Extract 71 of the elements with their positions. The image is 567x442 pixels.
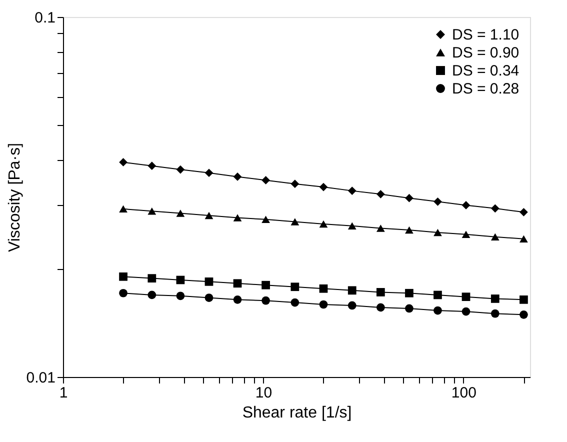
point [319, 300, 328, 309]
point [119, 288, 128, 298]
legend-label: DS = 1.10 [452, 26, 520, 44]
point [290, 298, 300, 307]
point [148, 274, 156, 282]
point [262, 176, 270, 184]
point [204, 294, 214, 302]
point [119, 272, 128, 281]
point [462, 230, 470, 238]
point [434, 290, 442, 300]
point [520, 295, 528, 304]
point [490, 309, 500, 318]
point [262, 296, 270, 305]
point [520, 235, 528, 242]
point [233, 214, 242, 222]
point [148, 207, 156, 215]
point [490, 233, 500, 241]
point [290, 180, 300, 188]
point [262, 280, 270, 290]
legend-label: DS = 0.90 [452, 44, 520, 62]
point [290, 218, 300, 226]
point [204, 277, 214, 286]
x-axis-title: Shear rate [1/s] [242, 404, 352, 422]
point [490, 294, 500, 303]
point [119, 205, 128, 213]
y-tick-label: 0.01 [26, 370, 56, 386]
point [376, 303, 385, 312]
point [405, 226, 414, 234]
point [376, 190, 385, 198]
point [490, 204, 500, 213]
point [176, 276, 185, 284]
point [233, 295, 242, 304]
point [348, 286, 356, 295]
point [148, 162, 156, 170]
x-tick-label: 10 [255, 384, 272, 402]
point [204, 168, 214, 178]
point [405, 304, 414, 313]
point [290, 282, 300, 292]
legend-label: DS = 0.34 [452, 62, 520, 80]
point [348, 186, 356, 195]
point [233, 279, 242, 288]
point [176, 292, 185, 300]
point [319, 182, 328, 192]
point [462, 292, 470, 302]
point [462, 307, 470, 316]
point [405, 288, 414, 298]
point [376, 288, 385, 296]
point [148, 290, 156, 300]
point [520, 208, 528, 216]
x-tick-label: 1 [59, 384, 68, 402]
point [348, 222, 356, 230]
point [176, 210, 185, 217]
point [462, 201, 470, 210]
point [405, 194, 414, 202]
y-axis-title: Viscosity [Pa·s] [6, 142, 24, 252]
point [204, 212, 214, 220]
x-tick-label: 100 [451, 384, 476, 402]
point [520, 310, 528, 319]
point [119, 158, 128, 166]
legend-label: DS = 0.28 [452, 80, 520, 98]
y-tick-label: 0.1 [34, 10, 56, 26]
point [348, 301, 356, 310]
point [176, 165, 185, 174]
point [233, 172, 242, 181]
point [376, 224, 385, 232]
point [434, 197, 442, 206]
point [434, 306, 442, 315]
point [319, 220, 328, 228]
point [319, 284, 328, 293]
point [262, 216, 270, 224]
point [434, 228, 442, 236]
